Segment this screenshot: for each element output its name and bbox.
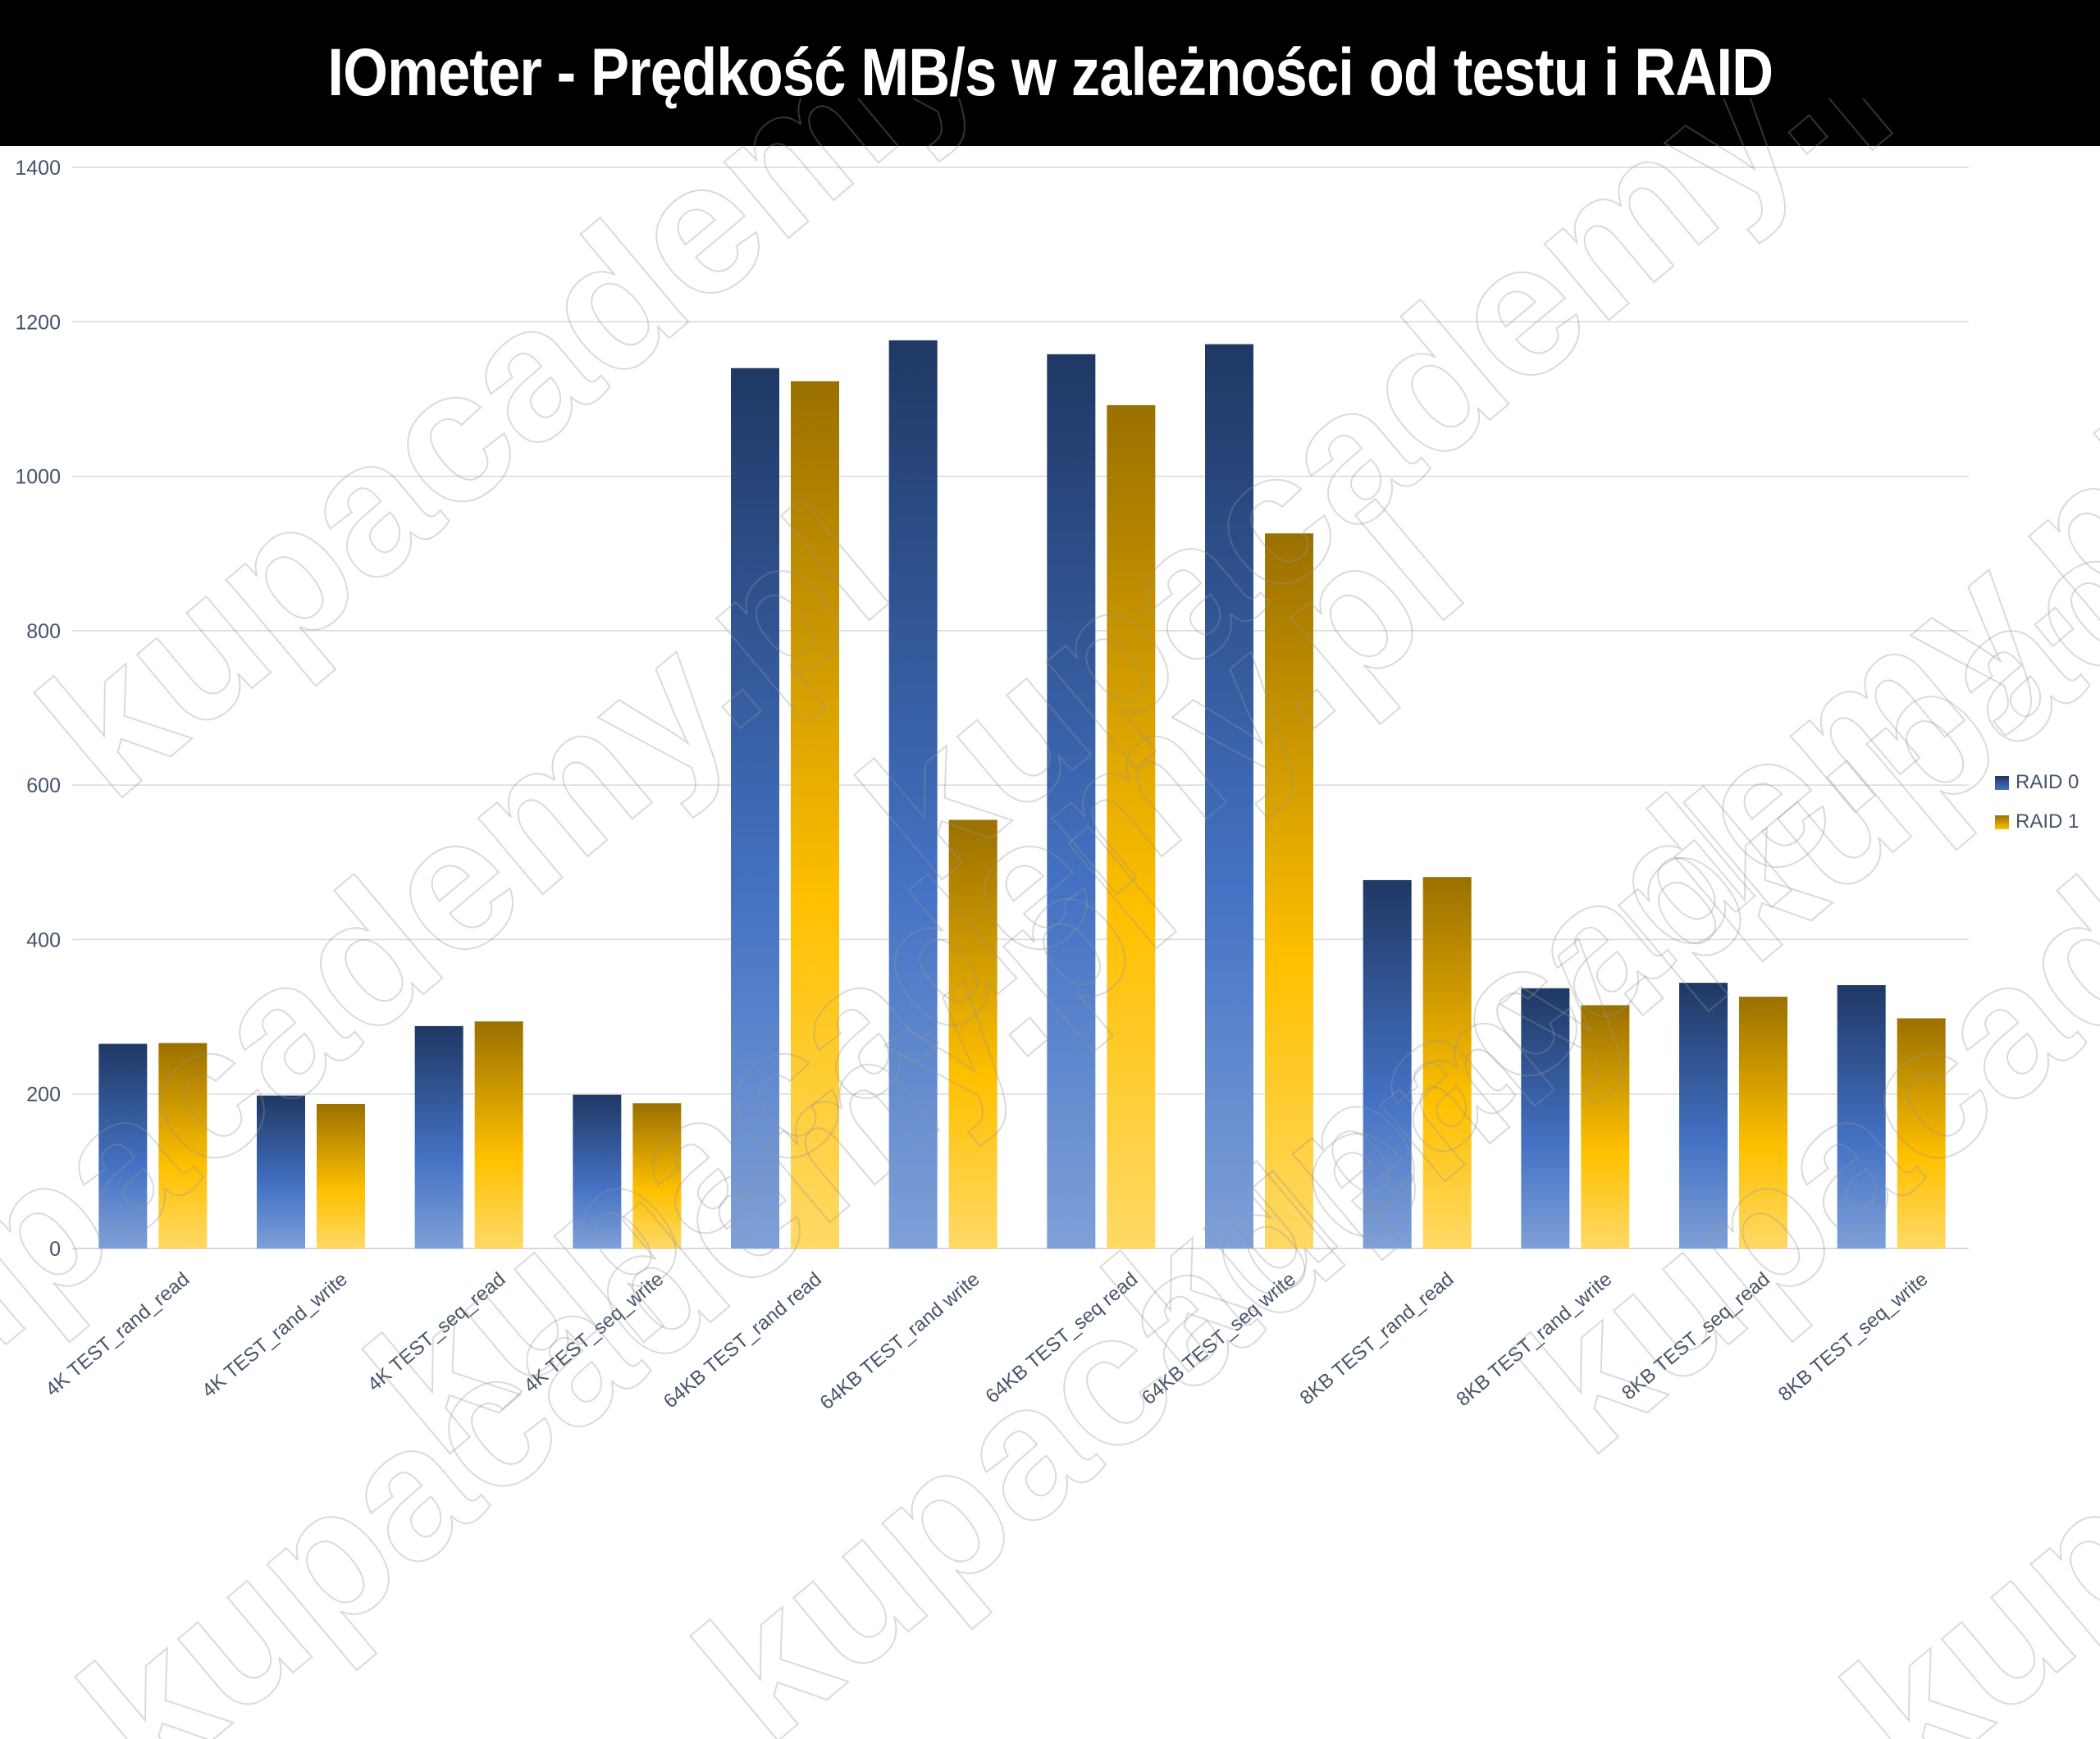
bars xyxy=(98,340,1946,1249)
bar-raid1 xyxy=(474,1021,523,1248)
legend: RAID 0 RAID 1 xyxy=(1995,763,2093,842)
bar-raid1 xyxy=(1897,1018,1946,1248)
y-axis-ticks: 0 200 400 600 800 1000 1200 1400 xyxy=(15,157,61,1261)
bar-raid0 xyxy=(257,1095,305,1248)
x-tick-label: 4K TEST_rand_read xyxy=(42,1268,194,1401)
bar-raid1 xyxy=(791,381,839,1248)
x-tick-label: 8KB TEST_seq_write xyxy=(1774,1268,1933,1406)
x-tick-label: 64KB TEST_rand read xyxy=(660,1268,826,1413)
bar-raid1 xyxy=(1739,997,1787,1248)
y-tick-label: 1200 xyxy=(15,311,61,334)
x-tick-label: 64KB TEST_rand write xyxy=(815,1268,984,1414)
x-axis-ticks: 4K TEST_rand_read 4K TEST_rand_write 4K TE… xyxy=(42,1268,1933,1414)
bar-raid1 xyxy=(948,819,998,1248)
x-tick-label: 8KB TEST_seq_read xyxy=(1618,1268,1774,1404)
x-tick-label: 64KB TEST_seq write xyxy=(1138,1268,1300,1409)
bar-raid1 xyxy=(1107,404,1156,1249)
x-tick-label: 64KB TEST_seq read xyxy=(981,1268,1142,1408)
bar-raid0 xyxy=(1679,983,1728,1248)
bar-raid0 xyxy=(1521,988,1570,1248)
bar-raid1 xyxy=(158,1043,208,1248)
legend-label-raid1: RAID 1 xyxy=(2016,810,2079,833)
bar-raid0 xyxy=(1047,354,1096,1249)
legend-item-raid0: RAID 0 xyxy=(1995,763,2093,802)
y-tick-label: 400 xyxy=(26,929,61,952)
bar-chart: 0 200 400 600 800 1000 1200 1400 4K TEST_rand_r… xyxy=(15,157,1969,1414)
bar-raid0 xyxy=(98,1043,148,1248)
x-tick-label: 4K TEST_rand_write xyxy=(198,1268,352,1403)
bar-raid1 xyxy=(632,1103,682,1248)
y-tick-label: 0 xyxy=(49,1238,61,1261)
x-tick-label: 8KB TEST_rand_read xyxy=(1296,1268,1459,1409)
x-tick-label: 4K TEST_seq_read xyxy=(363,1268,509,1396)
bar-raid0 xyxy=(888,340,938,1248)
chart-title: IOmeter - Prędkość MB/s w zależności od … xyxy=(327,35,1774,110)
x-tick-label: 8KB TEST_rand_write xyxy=(1452,1268,1616,1411)
legend-item-raid1: RAID 1 xyxy=(1995,802,2093,842)
y-tick-label: 600 xyxy=(26,774,61,797)
y-tick-label: 200 xyxy=(26,1084,61,1107)
gridlines xyxy=(72,167,1969,1249)
bar-raid0 xyxy=(1837,984,1886,1248)
bar-raid1 xyxy=(1422,877,1472,1248)
bar-raid1 xyxy=(317,1103,365,1248)
bar-raid0 xyxy=(1205,344,1253,1248)
bar-raid0 xyxy=(414,1025,463,1248)
y-tick-label: 1000 xyxy=(15,466,61,489)
bar-raid0 xyxy=(1363,879,1412,1248)
bar-raid0 xyxy=(573,1094,622,1248)
title-bar: IOmeter - Prędkość MB/s w zależności od … xyxy=(0,0,2100,146)
legend-swatch-raid0 xyxy=(1995,775,2009,790)
legend-swatch-raid1 xyxy=(1995,815,2009,829)
x-tick-label: 4K TEST_seq_write xyxy=(520,1268,669,1398)
y-tick-label: 1400 xyxy=(15,157,61,180)
bar-raid0 xyxy=(731,367,779,1248)
bar-raid1 xyxy=(1265,533,1313,1248)
bar-raid1 xyxy=(1581,1005,1630,1248)
legend-label-raid0: RAID 0 xyxy=(2016,771,2079,793)
y-tick-label: 800 xyxy=(26,620,61,643)
